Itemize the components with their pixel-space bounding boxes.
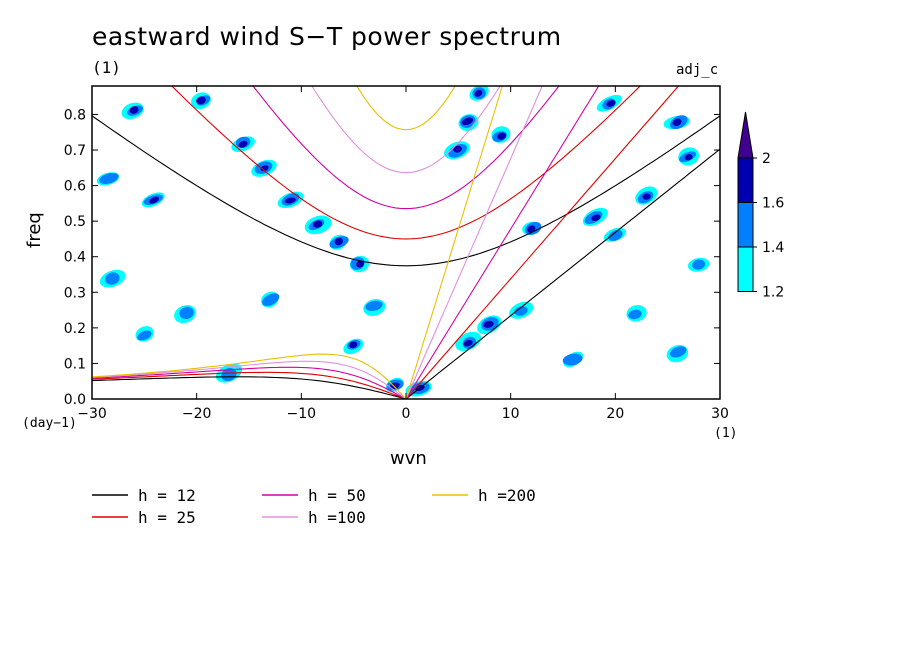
- kelvin-curve-100: [406, 0, 720, 399]
- legend-label-3: h =100: [308, 508, 366, 527]
- y-tick-label: 0.6: [64, 179, 86, 195]
- legend-label-1: h = 25: [138, 508, 196, 527]
- colorbar-segment-2: [738, 247, 753, 292]
- colorbar-label: 2: [762, 151, 771, 167]
- x-tick-label: 0: [402, 406, 411, 422]
- colorbar-extend-triangle: [738, 112, 753, 158]
- rossby-curve-100: [92, 361, 406, 399]
- y-tick-label: 0.3: [64, 285, 86, 301]
- y-tick-label: 0.5: [64, 214, 86, 230]
- colorbar-segment-1: [738, 203, 753, 248]
- plot-frame: [92, 86, 720, 399]
- kelvin-curve-200: [406, 0, 720, 399]
- x-tick-label: 10: [502, 406, 520, 422]
- y-tick-label: 0.8: [64, 107, 86, 123]
- colorbar-label: 1.2: [762, 285, 784, 301]
- gravity-curve-50: [92, 0, 720, 209]
- colorbar-label: 1.6: [762, 196, 784, 212]
- rossby-curve-12: [92, 377, 406, 399]
- y-tick-label: 0.1: [64, 356, 86, 372]
- gravity-curve-25: [92, 4, 720, 239]
- legend-label-2: h = 50: [308, 486, 366, 505]
- y-tick-label: 0.2: [64, 321, 86, 337]
- y-tick-label: 0.0: [64, 392, 86, 408]
- y-tick-label: 0.7: [64, 143, 86, 159]
- x-tick-label: 30: [711, 406, 729, 422]
- x-tick-label: −30: [77, 406, 107, 422]
- gravity-curve-12: [92, 116, 720, 266]
- colorbar: 1.2 1.4 1.6 2: [738, 112, 784, 301]
- x-tick-label: −10: [287, 406, 317, 422]
- x-tick-label: −20: [182, 406, 212, 422]
- legend-label-4: h =200: [478, 486, 536, 505]
- kelvin-curve-50: [406, 0, 720, 399]
- dispersion-curves: [92, 0, 720, 399]
- x-tick-label: 20: [606, 406, 624, 422]
- legend-label-0: h = 12: [138, 486, 196, 505]
- colorbar-segment-0: [738, 158, 753, 203]
- legend: h = 12 h = 25 h = 50 h =100 h =200: [92, 486, 536, 527]
- kelvin-curve-25: [406, 38, 720, 399]
- colorbar-label: 1.4: [762, 240, 784, 256]
- y-tick-label: 0.4: [64, 250, 86, 266]
- gravity-curve-200: [92, 0, 720, 130]
